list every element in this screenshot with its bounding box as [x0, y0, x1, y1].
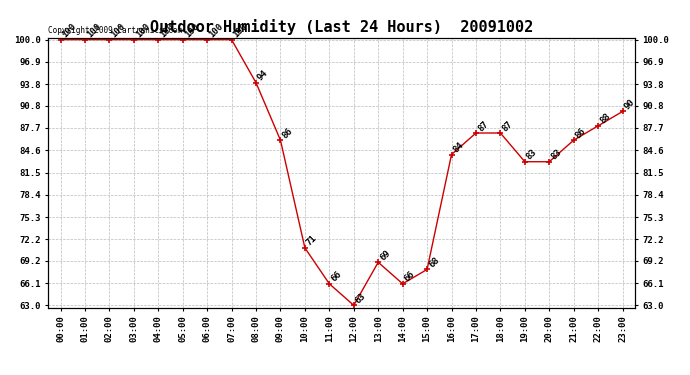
Text: 83: 83: [525, 148, 539, 162]
Title: Outdoor Humidity (Last 24 Hours)  20091002: Outdoor Humidity (Last 24 Hours) 2009100…: [150, 19, 533, 35]
Text: 86: 86: [573, 126, 588, 140]
Text: 83: 83: [549, 148, 563, 162]
Text: 100: 100: [85, 22, 103, 40]
Text: 84: 84: [451, 141, 466, 154]
Text: 94: 94: [256, 69, 270, 83]
Text: 90: 90: [622, 98, 637, 111]
Text: Copyright 2009 Cartronics.com: Copyright 2009 Cartronics.com: [48, 26, 182, 35]
Text: 100: 100: [61, 22, 78, 40]
Text: 100: 100: [232, 22, 249, 40]
Text: 100: 100: [134, 22, 152, 40]
Text: 63: 63: [354, 291, 368, 305]
Text: 86: 86: [280, 126, 295, 140]
Text: 71: 71: [305, 234, 319, 248]
Text: 66: 66: [329, 270, 344, 284]
Text: 88: 88: [598, 112, 612, 126]
Text: 68: 68: [427, 255, 441, 270]
Text: 100: 100: [207, 22, 225, 40]
Text: 69: 69: [378, 248, 392, 262]
Text: 87: 87: [476, 119, 490, 133]
Text: 87: 87: [500, 119, 514, 133]
Text: 100: 100: [158, 22, 176, 40]
Text: 100: 100: [110, 22, 127, 40]
Text: 66: 66: [403, 270, 417, 284]
Text: 100: 100: [183, 22, 201, 40]
